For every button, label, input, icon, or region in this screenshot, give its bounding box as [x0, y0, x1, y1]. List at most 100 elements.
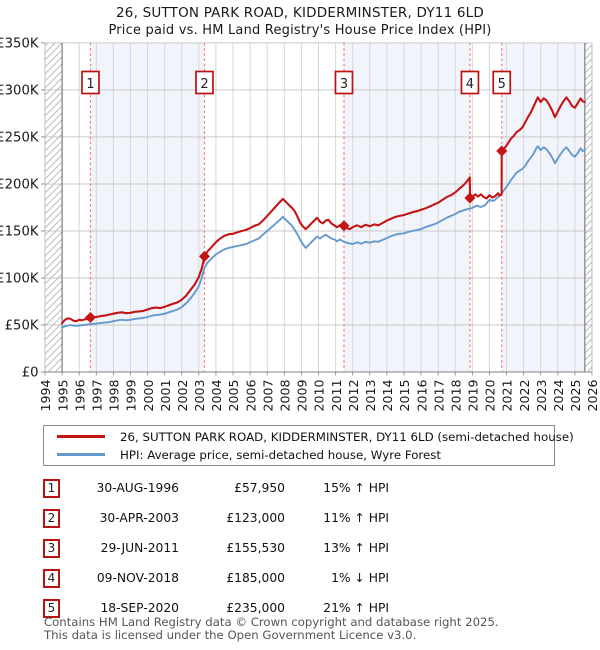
hpi-line [61, 145, 586, 329]
y-axis-label: £300K [0, 83, 39, 98]
svg-text:3: 3 [340, 77, 348, 92]
sale-number-badge: 5 [43, 598, 60, 618]
x-axis-label: 2001 [158, 379, 173, 411]
legend-item-hpi: HPI: Average price, semi-detached house,… [44, 446, 554, 464]
sale-diamond [496, 145, 508, 157]
hatch-left [45, 42, 63, 373]
page-title: 26, SUTTON PARK ROAD, KIDDERMINSTER, DY1… [116, 5, 484, 21]
sale-diamond [338, 220, 350, 232]
y-axis-label: £0 [22, 366, 39, 381]
x-axis-label: 2014 [380, 379, 395, 411]
sale-price: £235,000 [226, 601, 285, 615]
y-axis-label: £200K [0, 177, 39, 192]
x-axis-label: 2017 [431, 379, 446, 411]
x-axis-label: 2019 [466, 379, 481, 411]
x-axis-label: 2006 [243, 379, 258, 411]
legend-label: HPI: Average price, semi-detached house,… [120, 447, 442, 462]
year-gridlines [44, 42, 593, 376]
sale-diamond [198, 250, 210, 262]
sale-price: £123,000 [226, 511, 285, 525]
x-axis-label: 1999 [124, 379, 139, 411]
x-axis-label: 1997 [89, 379, 104, 411]
legend-item-price-paid: 26, SUTTON PARK ROAD, KIDDERMINSTER, DY1… [44, 428, 574, 446]
table-row: 3 29-JUN-2011 £155,530 13% ↑ HPI [43, 533, 389, 563]
footer-copyright: Contains HM Land Registry data © Crown c… [44, 615, 499, 629]
y-axis-label: £350K [0, 36, 39, 51]
x-axis-label: 2011 [329, 379, 344, 411]
sale-number-badge: 2 [43, 508, 60, 528]
sale-price: £185,000 [226, 571, 285, 585]
sale-number-badge: 1 [43, 478, 60, 498]
x-axis-label: 2012 [346, 379, 361, 411]
x-axis-label: 2015 [397, 379, 412, 411]
price-chart: 1 2 3 4 5 £0 £50K £100K £150K £200K £250K £300K £350… [0, 36, 600, 411]
sale-hpi-delta: 13% ↑ HPI [323, 541, 389, 555]
y-axis-label: £50K [5, 318, 39, 333]
sale-number-marker: 4 [460, 70, 480, 95]
x-axis-label: 2003 [192, 379, 207, 411]
sale-number-marker: 3 [334, 70, 354, 95]
sale-diamond [84, 312, 96, 324]
sale-date: 09-NOV-2018 [96, 571, 179, 585]
hatch-right [584, 42, 592, 373]
svg-text:1: 1 [86, 77, 94, 92]
x-axis-label: 1998 [107, 379, 122, 411]
sale-date: 30-APR-2003 [99, 511, 179, 525]
sale-diamond [464, 192, 476, 204]
sale-date: 30-AUG-1996 [96, 481, 180, 495]
x-axis-label: 2008 [278, 379, 293, 411]
sale-date: 18-SEP-2020 [100, 601, 179, 615]
table-row: 1 30-AUG-1996 £57,950 15% ↑ HPI [43, 473, 389, 503]
x-axis-label: 2022 [517, 379, 532, 411]
price-line-swatch [57, 435, 105, 438]
x-axis-label: 2021 [500, 379, 515, 411]
sale-price: £57,950 [234, 481, 285, 495]
legend-label: 26, SUTTON PARK ROAD, KIDDERMINSTER, DY1… [120, 429, 574, 444]
x-axis-label: 2007 [260, 379, 275, 411]
chart-legend: 26, SUTTON PARK ROAD, KIDDERMINSTER, DY1… [43, 425, 574, 466]
x-axis-label: 2023 [534, 379, 549, 411]
x-axis-label: 2024 [551, 379, 566, 411]
sale-number-marker: 2 [195, 70, 214, 95]
sale-hpi-delta: 21% ↑ HPI [323, 601, 389, 615]
sale-number-marker: 5 [492, 70, 512, 95]
table-row: 4 09-NOV-2018 £185,000 1% ↓ HPI [43, 563, 389, 593]
x-axis-label: 2013 [363, 379, 378, 411]
x-axis-label: 2026 [585, 379, 600, 411]
svg-text:4: 4 [466, 77, 474, 92]
y-axis-label: £250K [0, 130, 39, 145]
price-paid-line [61, 96, 586, 325]
x-axis-label: 2020 [483, 379, 498, 411]
svg-text:2: 2 [200, 77, 208, 92]
footer-licence: This data is licensed under the Open Gov… [44, 627, 417, 642]
sales-table: 1 30-AUG-1996 £57,950 15% ↑ HPI 2 30-APR-2003… [43, 473, 389, 623]
x-axis-label: 2010 [312, 379, 327, 411]
x-axis-label: 1994 [38, 379, 53, 411]
footer: Contains HM Land Registry data © Crown c… [44, 616, 499, 642]
x-axis-label: 2000 [141, 379, 156, 411]
x-axis-label: 2002 [175, 379, 190, 411]
sale-hpi-delta: 11% ↑ HPI [323, 511, 389, 525]
x-axis-label: 2016 [414, 379, 429, 411]
x-axis-label: 2005 [226, 379, 241, 411]
x-axis-label: 2004 [209, 379, 224, 411]
x-axis-label: 1995 [55, 379, 70, 411]
hpi-line-swatch [57, 453, 105, 456]
sale-date: 29-JUN-2011 [100, 541, 179, 555]
sale-hpi-delta: 15% ↑ HPI [323, 481, 389, 495]
x-axis-label: 2009 [295, 379, 310, 411]
x-axis-label: 2018 [448, 379, 463, 411]
sale-number-badge: 4 [43, 568, 60, 588]
sale-number-badge: 3 [43, 538, 60, 558]
y-axis-label: £100K [0, 271, 39, 286]
table-row: 2 30-APR-2003 £123,000 11% ↑ HPI [43, 503, 389, 533]
x-axis-label: 1996 [72, 379, 87, 411]
x-axis-label: 2025 [568, 379, 583, 411]
sale-number-marker: 1 [81, 70, 100, 95]
y-axis-label: £150K [0, 224, 39, 239]
ownership-band [343, 42, 470, 373]
ownership-band [501, 42, 585, 373]
sale-hpi-delta: 1% ↓ HPI [331, 571, 389, 585]
sale-price: £155,530 [226, 541, 285, 555]
